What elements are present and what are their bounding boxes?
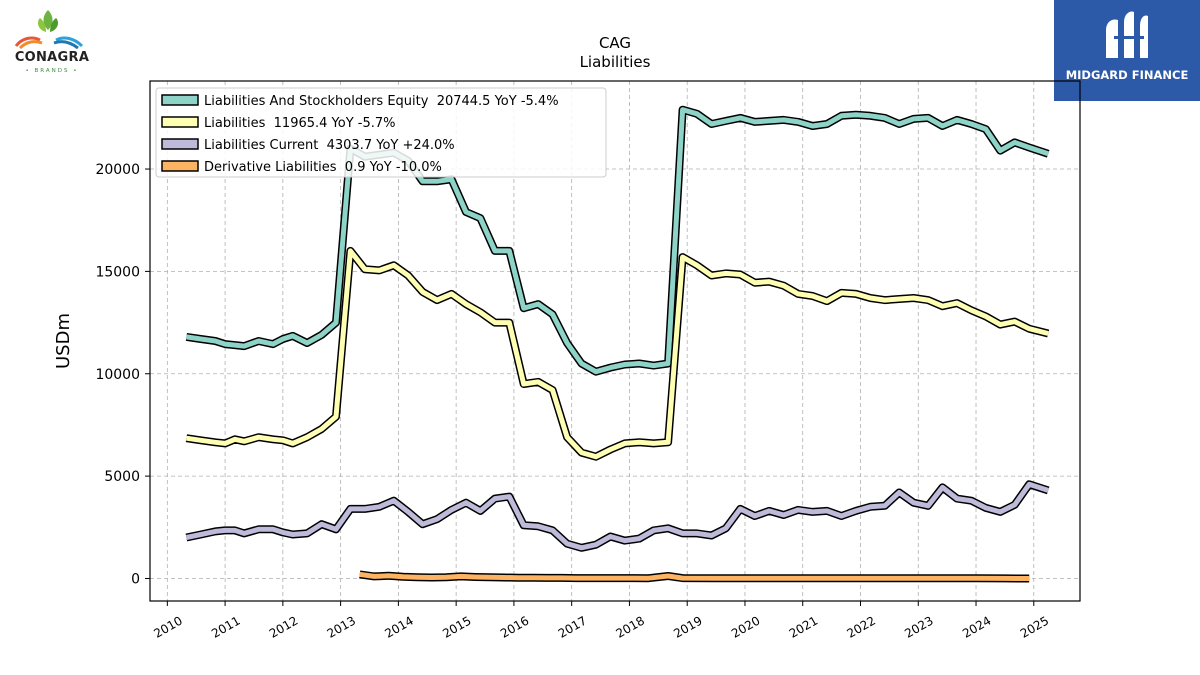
chart-subtitle: Liabilities	[580, 53, 651, 71]
series-lines	[185, 105, 1050, 583]
midgard-finance-logo: MIDGARD FINANCE	[1054, 0, 1200, 101]
legend-label: Derivative Liabilities 0.9 YoY -10.0%	[204, 160, 442, 175]
legend-label: Liabilities Current 4303.7 YoY +24.0%	[204, 138, 455, 153]
conagra-logo: CONAGRA • BRANDS •	[4, 6, 100, 76]
legend-swatch	[161, 94, 199, 106]
midgard-emblem-icon	[1106, 11, 1148, 58]
x-tick-label: 2012	[267, 613, 300, 640]
brand-subtitle: • BRANDS •	[25, 68, 79, 74]
x-tick-label: 2022	[845, 613, 878, 640]
brand-name: CONAGRA	[14, 50, 90, 65]
x-tick-label: 2018	[613, 613, 646, 640]
x-tick-label: 2023	[902, 613, 935, 640]
midgard-name: MIDGARD FINANCE	[1065, 68, 1189, 82]
legend: Liabilities And Stockholders Equity 2074…	[155, 87, 607, 178]
x-tick-label: 2017	[556, 613, 589, 640]
y-tick-label: 15000	[95, 264, 140, 280]
x-tick-label: 2013	[325, 613, 358, 640]
legend-label: Liabilities And Stockholders Equity 2074…	[204, 94, 559, 109]
x-tick-label: 2014	[382, 613, 415, 640]
conagra-leaf-icon	[14, 10, 84, 50]
x-tick-label: 2019	[671, 613, 704, 640]
legend-label: Liabilities 11965.4 YoY -5.7%	[204, 116, 396, 131]
y-tick-label: 10000	[95, 367, 140, 383]
x-tick-label: 2015	[440, 613, 473, 640]
y-tick-label: 20000	[95, 162, 140, 178]
legend-swatch	[161, 138, 199, 150]
series-line	[186, 248, 1049, 460]
legend-swatch	[161, 116, 199, 128]
y-tick-label: 5000	[104, 469, 140, 485]
y-tick-label: 0	[131, 571, 140, 587]
series-outline	[185, 246, 1050, 461]
series-line	[359, 571, 1030, 581]
series-line	[185, 481, 1049, 551]
series-line	[186, 107, 1049, 375]
x-tick-label: 2010	[151, 613, 184, 640]
plot-frame	[149, 80, 1081, 602]
x-tick-label: 2011	[209, 613, 242, 640]
x-tick-label: 2021	[787, 613, 820, 640]
x-tick-label: 2024	[960, 613, 993, 640]
x-tick-label: 2016	[498, 613, 531, 640]
y-axis-label: USDm	[53, 313, 74, 369]
x-tick-label: 2025	[1018, 613, 1051, 640]
legend-swatch	[161, 160, 199, 172]
x-tick-label: 2020	[729, 613, 762, 640]
chart-title: CAG	[599, 34, 631, 52]
axis-ticks: 2010 2011 2012 2013 2014 2015 2016 2017 2018 2019…	[95, 162, 1051, 641]
legend-box	[155, 87, 607, 178]
